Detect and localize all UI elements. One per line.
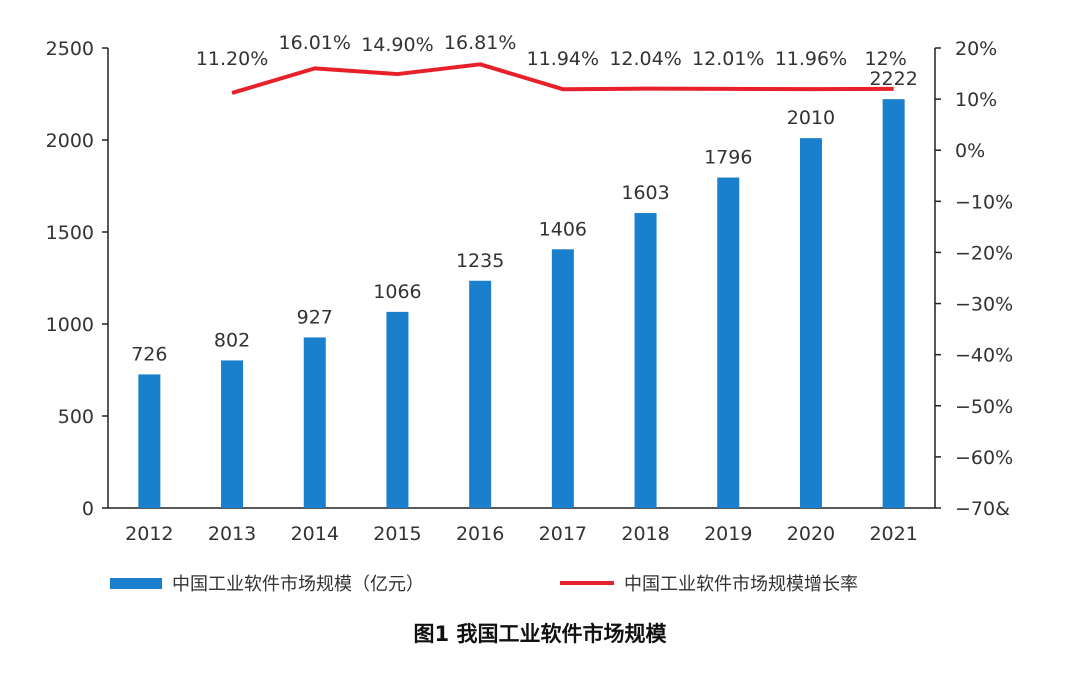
right-tick-label: 0% bbox=[955, 140, 985, 162]
bar-2020 bbox=[799, 138, 822, 508]
left-tick-label: 0 bbox=[82, 498, 94, 520]
x-tick-label: 2012 bbox=[125, 523, 173, 545]
right-tick-label: −40% bbox=[955, 345, 1013, 367]
growth-value-label: 16.01% bbox=[279, 32, 351, 54]
x-tick-label: 2021 bbox=[869, 523, 917, 545]
legend-line-entry: 中国工业软件市场规模增长率 bbox=[560, 570, 858, 596]
bar-2019 bbox=[717, 177, 740, 508]
bar-2018 bbox=[634, 213, 657, 508]
x-tick-label: 2017 bbox=[539, 523, 587, 545]
bar-value-label: 1603 bbox=[621, 182, 669, 204]
x-tick-label: 2019 bbox=[704, 523, 752, 545]
x-tick-label: 2014 bbox=[291, 523, 339, 545]
bar-value-label: 927 bbox=[297, 306, 333, 328]
bar-value-label: 1406 bbox=[539, 218, 587, 240]
x-tick-label: 2018 bbox=[621, 523, 669, 545]
right-tick-label: 20% bbox=[955, 38, 997, 60]
bar-2013 bbox=[221, 360, 244, 508]
bar-2014 bbox=[303, 337, 326, 508]
bar-legend-swatch bbox=[110, 577, 162, 589]
x-tick-label: 2015 bbox=[373, 523, 421, 545]
growth-rate-line bbox=[231, 62, 894, 95]
growth-value-label: 12% bbox=[865, 48, 907, 70]
growth-value-label: 12.04% bbox=[609, 48, 681, 70]
growth-value-label: 11.20% bbox=[196, 48, 268, 70]
right-tick-label: −60% bbox=[955, 447, 1013, 469]
x-tick-label: 2013 bbox=[208, 523, 256, 545]
left-tick-label: 1000 bbox=[46, 314, 94, 336]
right-tick-label: −10% bbox=[955, 191, 1013, 213]
bar-value-label: 1066 bbox=[373, 281, 421, 303]
bar-legend-label: 中国工业软件市场规模（亿元） bbox=[172, 574, 424, 595]
bar-value-label: 2010 bbox=[787, 107, 835, 129]
line-legend-label: 中国工业软件市场规模增长率 bbox=[624, 574, 858, 595]
growth-value-label: 12.01% bbox=[692, 48, 764, 70]
bar-2017 bbox=[551, 249, 574, 508]
bar-value-label: 1235 bbox=[456, 250, 504, 272]
right-tick-label: −70& bbox=[955, 498, 1010, 520]
bar-2021 bbox=[882, 99, 905, 508]
left-tick-label: 500 bbox=[58, 406, 94, 428]
bar-value-label: 1796 bbox=[704, 147, 752, 169]
right-tick-label: −50% bbox=[955, 396, 1013, 418]
left-tick-label: 2000 bbox=[46, 130, 94, 152]
growth-value-label: 16.81% bbox=[444, 32, 516, 54]
figure-caption: 图1 我国工业软件市场规模 bbox=[413, 622, 667, 646]
combo-chart: 0 500 1000 1500 2000 2500 20% 10% 0% −10% −20% −30… bbox=[46, 32, 1014, 545]
x-tick-label: 2016 bbox=[456, 523, 504, 545]
bar-2015 bbox=[386, 311, 409, 508]
x-tick-label: 2020 bbox=[787, 523, 835, 545]
growth-value-label: 11.96% bbox=[775, 48, 847, 70]
bar-value-label: 726 bbox=[131, 343, 167, 365]
growth-value-label: 11.94% bbox=[527, 48, 599, 70]
left-tick-label: 1500 bbox=[46, 222, 94, 244]
growth-value-label: 14.90% bbox=[361, 34, 433, 56]
bar-2016 bbox=[469, 280, 492, 508]
legend-bar-entry: 中国工业软件市场规模（亿元） bbox=[110, 570, 424, 596]
right-tick-label: −30% bbox=[955, 294, 1013, 316]
left-tick-label: 2500 bbox=[46, 38, 94, 60]
bar-value-label: 2222 bbox=[869, 68, 917, 90]
bar-value-label: 802 bbox=[214, 329, 250, 351]
line-legend-swatch bbox=[560, 581, 614, 585]
bar-2012 bbox=[138, 374, 161, 508]
right-tick-label: 10% bbox=[955, 89, 997, 111]
right-tick-label: −20% bbox=[955, 242, 1013, 264]
